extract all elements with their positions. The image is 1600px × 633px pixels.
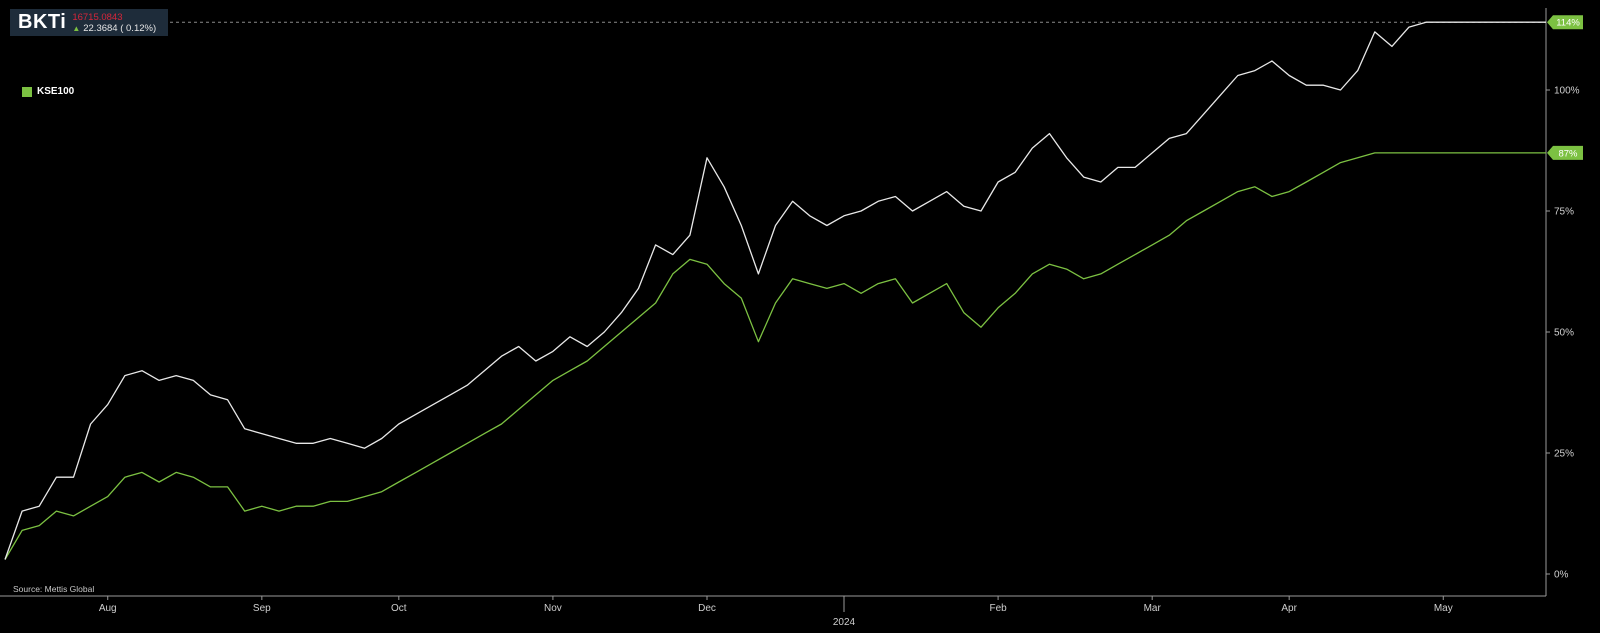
ticker-values: 16715.0843 ▲ 22.3684 ( 0.12%) — [72, 12, 156, 34]
ticker-price: 16715.0843 — [72, 11, 123, 23]
y-tick-label: 75% — [1554, 207, 1574, 218]
y-tick-label: 100% — [1554, 86, 1580, 97]
x-tick-label: Mar — [1144, 603, 1162, 614]
series-line-bkti — [4, 21, 1546, 560]
x-tick-label: Oct — [391, 603, 407, 614]
x-tick-label: Feb — [989, 603, 1007, 614]
x-tick-label: Nov — [544, 603, 562, 614]
x-axis: Aug Sep Oct Nov Dec 2024 Feb Mar Apr May — [0, 595, 1546, 628]
ticker-change: 22.3684 ( 0.12%) — [83, 22, 157, 34]
ticker-symbol: BKTi — [18, 11, 67, 33]
series-line-kse100 — [4, 152, 1546, 560]
y-tick-label: 25% — [1554, 449, 1574, 460]
end-label-kse100: 87% — [1547, 145, 1583, 160]
source-note: Source: Mettis Global — [13, 584, 95, 594]
end-label-text: 114% — [1556, 18, 1580, 29]
x-tick-label: May — [1434, 603, 1453, 614]
y-axis: 0% 25% 50% 75% 100% — [1545, 8, 1580, 596]
legend-label-kse100: KSE100 — [37, 86, 75, 97]
x-tick-label: 2024 — [833, 617, 856, 628]
y-tick-label: 0% — [1554, 570, 1569, 581]
end-label-bkti: 114% — [1547, 15, 1583, 30]
legend[interactable]: KSE100 — [22, 86, 74, 97]
end-label-text: 87% — [1558, 148, 1578, 159]
ticker-change-row: ▲ 22.3684 ( 0.12%) — [72, 23, 156, 34]
ticker-box[interactable]: BKTi 16715.0843 ▲ 22.3684 ( 0.12%) — [10, 9, 168, 36]
legend-swatch-kse100 — [22, 86, 32, 97]
end-labels: 114% 87% — [1547, 15, 1583, 160]
end-label-tag — [1547, 145, 1583, 160]
x-tick-label: Apr — [1281, 603, 1297, 614]
x-tick-label: Aug — [99, 603, 117, 614]
y-tick-label: 50% — [1554, 328, 1574, 339]
x-tick-label: Dec — [698, 603, 716, 614]
up-arrow-icon: ▲ — [72, 23, 81, 33]
end-label-tag — [1547, 15, 1583, 30]
x-tick-label: Sep — [253, 603, 271, 614]
series-layer — [4, 21, 1546, 560]
